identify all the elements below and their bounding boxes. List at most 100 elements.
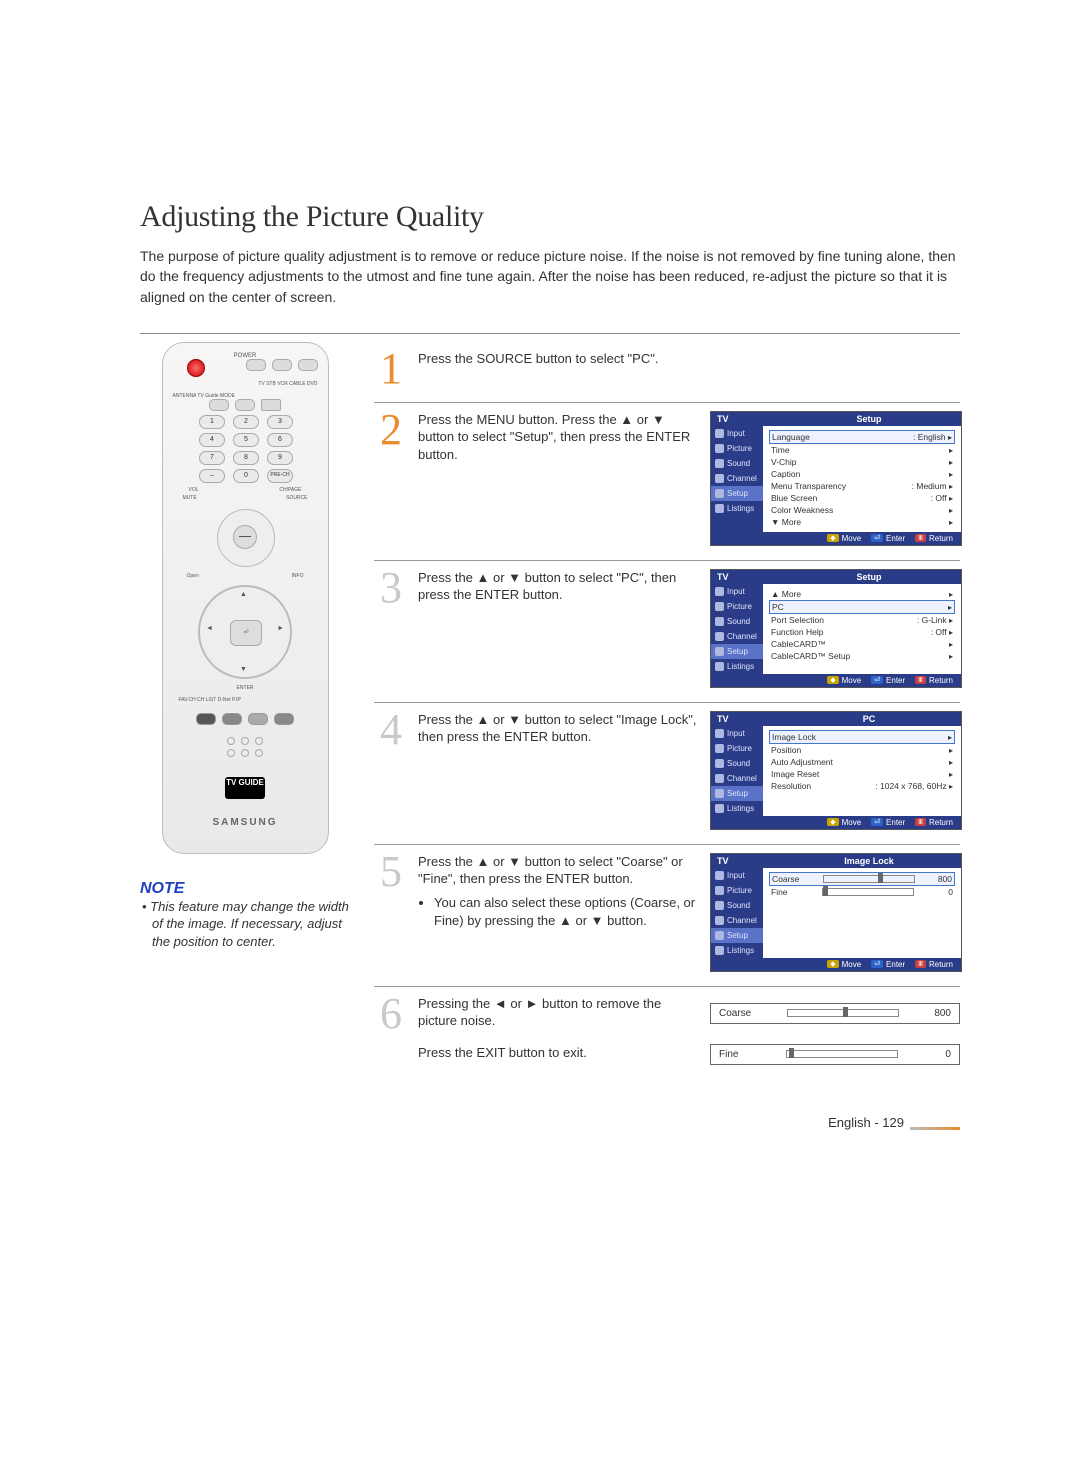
- step-1: 1 Press the SOURCE button to select "PC"…: [374, 342, 960, 403]
- step-5-bullet: You can also select these options (Coars…: [434, 894, 700, 929]
- step-6-exit: Press the EXIT button to exit.: [418, 1044, 700, 1062]
- osd-row: Time ▸: [769, 444, 955, 456]
- osd-side-item: Listings: [711, 943, 763, 958]
- osd-window: TVImage Lock InputPictureSoundChannelSet…: [710, 853, 962, 972]
- osd-side-icon: [715, 489, 724, 498]
- step-text-5: Press the ▲ or ▼ button to select "Coars…: [418, 853, 700, 972]
- vol-ch-pad: [217, 509, 273, 565]
- osd-row: Fine 0: [769, 886, 955, 898]
- page-title: Adjusting the Picture Quality: [140, 200, 960, 234]
- antenna-button: [209, 399, 229, 411]
- coarse-bar-value: 800: [934, 1008, 951, 1019]
- osd-side-icon: [715, 459, 724, 468]
- osd-side-item: Setup: [711, 928, 763, 943]
- right-column: 1 Press the SOURCE button to select "PC"…: [374, 342, 960, 1079]
- num-0: 0: [233, 469, 259, 483]
- osd-imagelock: TVImage Lock InputPictureSoundChannelSet…: [710, 853, 960, 972]
- osd-side-item: Listings: [711, 801, 763, 816]
- osd-side-item: Picture: [711, 883, 763, 898]
- osd-side-item: Channel: [711, 771, 763, 786]
- osd-row: Language: English ▸: [769, 430, 955, 444]
- step-text-2: Press the MENU button. Press the ▲ or ▼ …: [418, 411, 700, 546]
- osd-side-icon: [715, 429, 724, 438]
- osd-side-icon: [715, 662, 724, 671]
- osd-side-item: Input: [711, 726, 763, 741]
- osd-row: ▲ More ▸: [769, 588, 955, 600]
- step-num-3: 3: [374, 569, 408, 688]
- osd-footer: ◆ Move ⏎ Enter Ⅲ Return: [711, 532, 961, 545]
- chpage-label: CH/PAGE: [279, 487, 301, 493]
- step-text-6: Pressing the ◄ or ► button to remove the…: [418, 995, 700, 1065]
- osd-sidebar: InputPictureSoundChannelSetupListings: [711, 726, 763, 816]
- osd-footer: ◆ Move ⏎ Enter Ⅲ Return: [711, 674, 961, 687]
- num-1: 1: [199, 415, 225, 429]
- osd-side-icon: [715, 901, 724, 910]
- osd-side-item: Picture: [711, 599, 763, 614]
- num-2: 2: [233, 415, 259, 429]
- osd-side-icon: [715, 774, 724, 783]
- osd-side-icon: [715, 474, 724, 483]
- osd-side-icon: [715, 759, 724, 768]
- coarse-slider: [787, 1009, 899, 1017]
- numpad: 1 2 3 4 5 6 7 8 9 – 0 PRE-CH: [173, 415, 318, 483]
- num-4: 4: [199, 433, 225, 447]
- step-num-5: 5: [374, 853, 408, 972]
- osd-header: TVPC: [711, 712, 961, 726]
- osd-setup-2: TVSetup InputPictureSoundChannelSetupLis…: [710, 569, 960, 688]
- manual-page: Adjusting the Picture Quality The purpos…: [0, 0, 1080, 1190]
- step-text-3: Press the ▲ or ▼ button to select "PC", …: [418, 569, 700, 688]
- nav-ring: ⏎ ▲ ▼ ◄ ►: [198, 585, 292, 679]
- osd-row: CableCARD™ Setup ▸: [769, 650, 955, 662]
- coarse-bar: Coarse 800: [710, 1003, 960, 1024]
- osd-row: Menu Transparency: Medium ▸: [769, 480, 955, 492]
- osd-side-icon: [715, 617, 724, 626]
- osd-side-item: Input: [711, 426, 763, 441]
- power-button-icon: [187, 359, 205, 377]
- step-text-1: Press the SOURCE button to select "PC".: [418, 350, 960, 388]
- page-footer: English - 129: [140, 1115, 960, 1130]
- osd-side-icon: [715, 647, 724, 656]
- osd-setup-1: TVSetup InputPictureSoundChannelSetupLis…: [710, 411, 960, 546]
- step-5: 5 Press the ▲ or ▼ button to select "Coa…: [374, 845, 960, 987]
- osd-side-item: Sound: [711, 614, 763, 629]
- osd-row: Auto Adjustment ▸: [769, 756, 955, 768]
- osd-sidebar: InputPictureSoundChannelSetupListings: [711, 868, 763, 958]
- step-2: 2 Press the MENU button. Press the ▲ or …: [374, 403, 960, 561]
- osd-side-item: Setup: [711, 486, 763, 501]
- num-3: 3: [267, 415, 293, 429]
- coarse-bar-label: Coarse: [719, 1008, 751, 1019]
- osd-row: ▼ More ▸: [769, 516, 955, 528]
- osd-side-icon: [715, 916, 724, 925]
- osd-footer: ◆ Move ⏎ Enter Ⅲ Return: [711, 816, 961, 829]
- step-num-2: 2: [374, 411, 408, 546]
- osd-side-item: Picture: [711, 741, 763, 756]
- osd-side-icon: [715, 946, 724, 955]
- step-3: 3 Press the ▲ or ▼ button to select "PC"…: [374, 561, 960, 703]
- osd-window: TVSetup InputPictureSoundChannelSetupLis…: [710, 411, 962, 546]
- info-label: INFO: [292, 573, 304, 579]
- mode-labels: TV STB VCR CABLE DVD: [173, 381, 318, 387]
- osd-side-icon: [715, 744, 724, 753]
- osd-row: Image Reset ▸: [769, 768, 955, 780]
- osd-row: PC ▸: [769, 600, 955, 614]
- osd-row: Resolution: 1024 x 768, 60Hz ▸: [769, 780, 955, 792]
- left-column: POWER TV STB VCR CABLE DVD ANTENNA TV Gu…: [140, 342, 350, 951]
- osd-window: TVPC InputPictureSoundChannelSetupListin…: [710, 711, 962, 830]
- osd-header: TVSetup: [711, 412, 961, 426]
- source-label: SOURCE: [286, 495, 307, 501]
- osd-side-icon: [715, 804, 724, 813]
- mode-stb: [272, 359, 292, 371]
- osd-side-icon: [715, 587, 724, 596]
- osd-side-item: Sound: [711, 756, 763, 771]
- osd-sidebar: InputPictureSoundChannelSetupListings: [711, 584, 763, 674]
- osd-side-icon: [715, 504, 724, 513]
- osd-main: Language: English ▸Time ▸V-Chip ▸Caption…: [763, 426, 961, 532]
- brand-label: SAMSUNG: [173, 817, 318, 828]
- osd-side-icon: [715, 602, 724, 611]
- step-6-main: Pressing the ◄ or ► button to remove the…: [418, 995, 700, 1030]
- content-row: POWER TV STB VCR CABLE DVD ANTENNA TV Gu…: [140, 342, 960, 1079]
- fine-bar-label: Fine: [719, 1049, 738, 1060]
- osd-footer: ◆ Move ⏎ Enter Ⅲ Return: [711, 958, 961, 971]
- fine-slider: [786, 1050, 898, 1058]
- osd-side-item: Sound: [711, 898, 763, 913]
